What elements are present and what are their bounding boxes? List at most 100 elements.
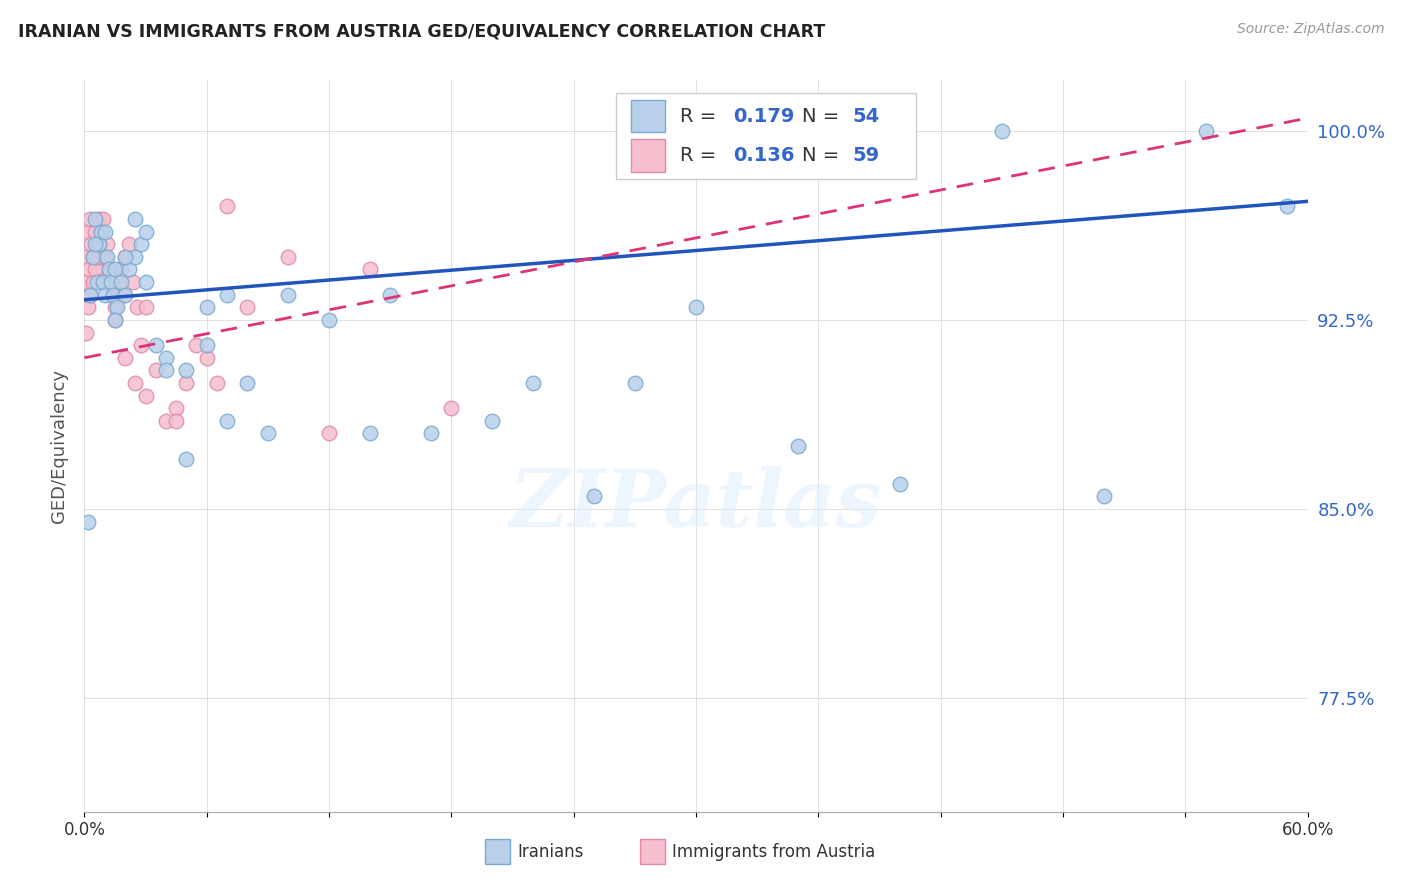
Point [174,376,197,390]
Point [318,313,340,327]
Point [122,275,145,289]
Point [135,225,157,239]
Text: ZIPatlas: ZIPatlas [510,466,882,543]
Point [100,275,122,289]
Point [135,300,157,314]
Point [82,250,104,264]
Point [91,275,114,289]
Text: R =: R = [681,106,723,126]
Point [135,388,157,402]
Point [105,300,128,314]
Point [83,237,105,252]
Text: Iranians: Iranians [517,843,583,861]
Point [93,250,115,264]
Point [93,225,115,239]
Point [96,250,118,264]
Point [1277,199,1299,213]
Point [124,212,146,227]
Point [155,351,177,365]
Text: 0.179: 0.179 [733,106,794,126]
Point [96,237,118,252]
Point [131,237,153,252]
Point [991,124,1014,138]
Y-axis label: GED/Equivalency: GED/Equivalency [49,369,67,523]
Point [889,476,911,491]
Point [97,262,120,277]
Point [79,287,101,301]
Point [174,363,197,377]
Point [420,426,443,441]
Point [155,363,177,377]
Point [236,300,259,314]
Point [104,313,127,327]
Point [76,250,98,264]
Point [79,262,101,277]
Point [165,414,187,428]
Point [104,262,127,277]
Point [522,376,544,390]
Point [90,225,112,239]
Text: 0.136: 0.136 [733,146,794,165]
Point [114,250,136,264]
Point [685,300,707,314]
Point [77,300,100,314]
Point [195,300,218,314]
Point [380,287,402,301]
Text: N =: N = [803,146,846,165]
Point [80,237,103,252]
Point [359,426,381,441]
Point [114,351,136,365]
Point [82,250,104,264]
Point [105,287,128,301]
Point [90,225,112,239]
Point [104,313,127,327]
Point [79,287,101,301]
Text: R =: R = [681,146,723,165]
Point [135,275,157,289]
Point [236,376,259,390]
Point [101,287,124,301]
Point [86,275,108,289]
Point [104,300,127,314]
Point [359,262,381,277]
Point [101,287,124,301]
Point [82,275,104,289]
Point [787,439,810,453]
Point [277,250,299,264]
Point [77,225,100,239]
Point [112,287,135,301]
Point [93,287,115,301]
Point [83,225,105,239]
Point [624,376,647,390]
Text: Immigrants from Austria: Immigrants from Austria [672,843,876,861]
Point [87,237,110,252]
Point [90,250,112,264]
Text: 54: 54 [852,106,880,126]
Point [91,262,114,277]
Text: Source: ZipAtlas.com: Source: ZipAtlas.com [1237,22,1385,37]
Point [83,262,105,277]
Point [91,212,114,227]
Point [277,287,299,301]
Point [145,363,167,377]
Point [86,237,108,252]
Point [83,275,105,289]
Point [217,287,239,301]
Bar [631,139,665,172]
Point [108,275,131,289]
Text: N =: N = [803,106,846,126]
Point [195,338,218,352]
Point [131,338,153,352]
Point [481,414,503,428]
FancyBboxPatch shape [616,93,917,179]
Point [155,414,177,428]
Point [83,212,105,227]
Point [93,250,115,264]
Point [77,515,100,529]
Point [217,414,239,428]
Point [195,351,218,365]
Point [118,262,141,277]
Point [75,326,97,340]
Point [97,262,120,277]
Point [97,275,120,289]
